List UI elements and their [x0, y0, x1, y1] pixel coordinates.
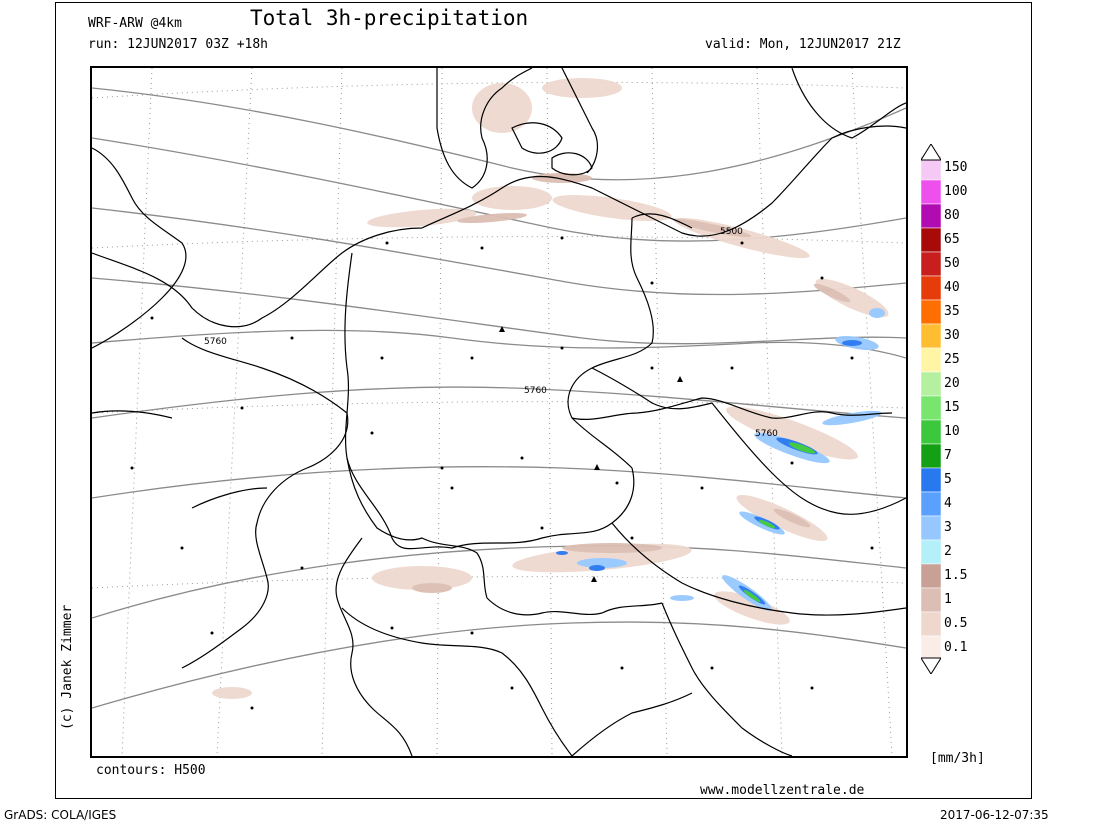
timestamp-label: 2017-06-12-07:35 [940, 808, 1049, 822]
colorbar-swatch [920, 443, 942, 469]
colorbar-label: 0.5 [944, 616, 968, 631]
colorbar-label: 4 [944, 496, 952, 511]
colorbar-label: 100 [944, 184, 968, 199]
chart-title: Total 3h-precipitation [250, 6, 529, 30]
colorbar-swatch [920, 515, 942, 541]
contours-label: contours: H500 [96, 763, 206, 778]
valid-label: valid: Mon, 12JUN2017 21Z [705, 37, 901, 52]
colorbar-label: 35 [944, 304, 960, 319]
contour-label: 5760 [524, 386, 547, 396]
colorbar [920, 143, 942, 675]
colorbar-swatch [920, 227, 942, 253]
colorbar-swatch [920, 419, 942, 445]
colorbar-swatch [920, 467, 942, 493]
contour-label: 5760 [755, 429, 778, 439]
colorbar-label: 40 [944, 280, 960, 295]
unit-label: [mm/3h] [930, 751, 985, 766]
colorbar-swatch [920, 563, 942, 589]
colorbar-label: 20 [944, 376, 960, 391]
colorbar-label: 3 [944, 520, 952, 535]
credit-label: (c) Janek Zimmer [60, 604, 75, 730]
contour-label: 5760 [204, 337, 227, 347]
colorbar-swatch [920, 611, 942, 637]
colorbar-swatch [920, 323, 942, 349]
colorbar-label: 5 [944, 472, 952, 487]
colorbar-label: 1.5 [944, 568, 968, 583]
colorbar-swatch [920, 635, 942, 661]
colorbar-label: 30 [944, 328, 960, 343]
h500-contours [92, 87, 906, 709]
colorbar-label: 25 [944, 352, 960, 367]
model-label: WRF-ARW @4km [88, 16, 182, 31]
colorbar-swatch [920, 395, 942, 421]
colorbar-swatch [920, 371, 942, 397]
colorbar-swatch [920, 347, 942, 373]
colorbar-label: 2 [944, 544, 952, 559]
colorbar-label: 0.1 [944, 640, 968, 655]
contour-label: 5500 [720, 227, 743, 237]
precipitation-map: 5500 5760 5760 5760 [90, 66, 908, 758]
colorbar-label: 15 [944, 400, 960, 415]
colorbar-swatch [920, 251, 942, 277]
colorbar-label: 50 [944, 256, 960, 271]
grads-label: GrADS: COLA/IGES [4, 808, 117, 822]
colorbar-label: 65 [944, 232, 960, 247]
colorbar-swatch [920, 587, 942, 613]
colorbar-label: 10 [944, 424, 960, 439]
colorbar-label: 150 [944, 160, 968, 175]
colorbar-label: 7 [944, 448, 952, 463]
colorbar-top-arrow [920, 143, 942, 161]
colorbar-swatch [920, 203, 942, 229]
colorbar-bottom-arrow [920, 657, 942, 675]
colorbar-swatch [920, 299, 942, 325]
colorbar-swatch [920, 275, 942, 301]
colorbar-swatch [920, 179, 942, 205]
website-label: www.modellzentrale.de [700, 783, 865, 798]
plot-frame [55, 2, 1032, 799]
colorbar-label: 80 [944, 208, 960, 223]
colorbar-label: 1 [944, 592, 952, 607]
colorbar-swatch [920, 539, 942, 565]
coastlines-borders [92, 68, 906, 756]
lat-lon-grid [92, 68, 906, 756]
colorbar-swatch [920, 491, 942, 517]
city-markers [130, 236, 874, 710]
run-label: run: 12JUN2017 03Z +18h [88, 37, 269, 52]
precipitation-fields [212, 78, 889, 699]
